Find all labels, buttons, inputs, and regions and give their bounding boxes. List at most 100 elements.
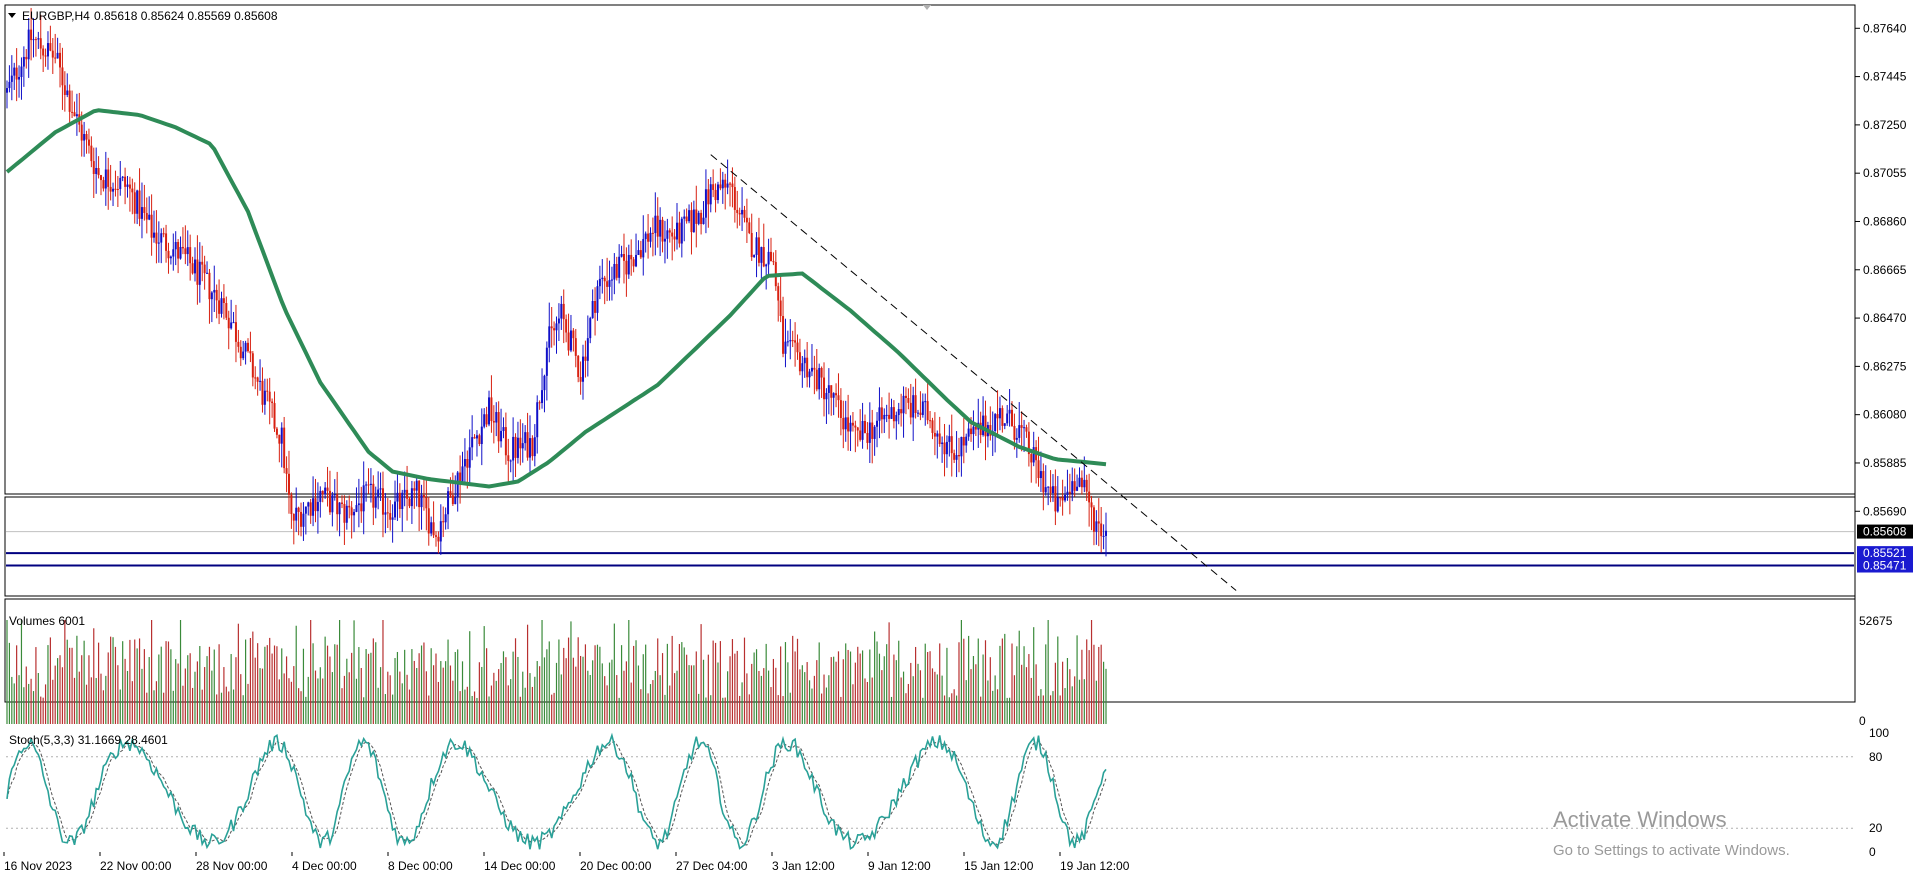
candle-body (239, 346, 242, 359)
candle-body (396, 492, 399, 502)
price-axis: 0.87640 0.87445 0.87250 0.87055 0.86860 0.866… (1855, 21, 1913, 573)
candle-body (475, 435, 478, 439)
candle-body (878, 407, 881, 421)
candle-body (1032, 447, 1035, 463)
candle-body (897, 409, 900, 416)
support-lines[interactable] (6, 552, 1854, 567)
candle-body (695, 209, 698, 224)
candle-body (1037, 460, 1040, 479)
trendline[interactable] (710, 154, 1237, 591)
activate-windows-subtitle: Go to Settings to activate Windows. (1553, 842, 1790, 859)
candle-body (398, 492, 401, 510)
candle-body (451, 495, 454, 505)
candle-body (454, 497, 457, 505)
candle-body (259, 380, 262, 382)
symbol-menu-icon[interactable] (8, 13, 16, 18)
support-price-box (1857, 558, 1913, 573)
candle-body (569, 330, 572, 351)
candle-body (381, 488, 384, 515)
candle-body (1083, 479, 1086, 488)
candle-body (456, 472, 459, 498)
candle-body (189, 247, 192, 264)
candle-body (854, 425, 857, 428)
candle-body (1030, 454, 1033, 463)
candle-body (945, 441, 948, 455)
candle-body (610, 279, 613, 281)
candle-body (333, 494, 336, 496)
candle-body (99, 175, 102, 181)
candle-body (1080, 477, 1083, 488)
candle-body (488, 397, 491, 425)
candle-body (627, 254, 630, 275)
candle-body (1049, 486, 1052, 493)
candle-body (90, 145, 93, 162)
candle-body (162, 233, 165, 235)
candle-body (890, 407, 893, 419)
candle-body (384, 512, 387, 515)
candle-body (678, 222, 681, 244)
candle-body (300, 511, 303, 527)
candle-body (230, 322, 233, 329)
candle-body (692, 209, 695, 233)
chart-shift-marker[interactable] (923, 5, 931, 10)
candle-body (666, 230, 669, 239)
candle-body (1013, 425, 1016, 440)
candle-body (1011, 409, 1014, 426)
candle-body (656, 215, 659, 237)
candle-body (80, 124, 83, 141)
candle-body (181, 246, 184, 249)
candle-body (832, 393, 835, 398)
candle-body (936, 433, 939, 437)
candle-body (61, 67, 64, 86)
candle-body (85, 134, 88, 140)
candle-body (10, 75, 13, 82)
candle-body (1023, 427, 1026, 429)
candle-body (531, 438, 534, 457)
candle-body (929, 420, 932, 422)
candle-body (541, 390, 544, 404)
candle-body (924, 401, 927, 403)
candle-body (545, 347, 548, 376)
candle-body (719, 184, 722, 189)
candle-body (521, 443, 524, 449)
candle-body (885, 414, 888, 416)
trendline-segment[interactable] (710, 154, 1237, 591)
candle-body (902, 395, 905, 414)
candle-body (406, 489, 409, 499)
candle-body (637, 250, 640, 255)
candle-body (32, 39, 35, 41)
candle-body (630, 254, 633, 260)
candle-body (548, 326, 551, 348)
time-tick-label: 20 Dec 00:00 (580, 859, 652, 873)
current-price-box (1857, 524, 1913, 539)
candle-body (49, 43, 52, 51)
candle-body (782, 316, 785, 354)
candle-body (982, 415, 985, 436)
candle-body (46, 43, 49, 57)
candle-body (124, 176, 127, 187)
time-tick-label: 14 Dec 00:00 (484, 859, 556, 873)
candle-body (1078, 477, 1081, 487)
candle-body (753, 254, 756, 258)
candle-body (389, 513, 392, 520)
candle-body (297, 507, 300, 512)
candle-body (420, 495, 423, 508)
candle-body (1105, 530, 1107, 536)
candle-body (577, 355, 580, 378)
candle-body (249, 351, 252, 354)
candle-body (582, 356, 585, 382)
candle-body (806, 357, 809, 378)
candle-body (410, 488, 413, 507)
candle-body (155, 232, 158, 244)
candle-body (796, 342, 799, 353)
candle-body (1039, 471, 1042, 479)
moving-average (5, 108, 1107, 489)
candle-body (273, 403, 276, 429)
candle-body (941, 442, 944, 445)
candle-body (328, 490, 331, 513)
candle-body (268, 391, 271, 402)
candle-body (601, 277, 604, 279)
volumes-label: Volumes 6001 (9, 614, 85, 628)
candle-body (6, 88, 8, 93)
